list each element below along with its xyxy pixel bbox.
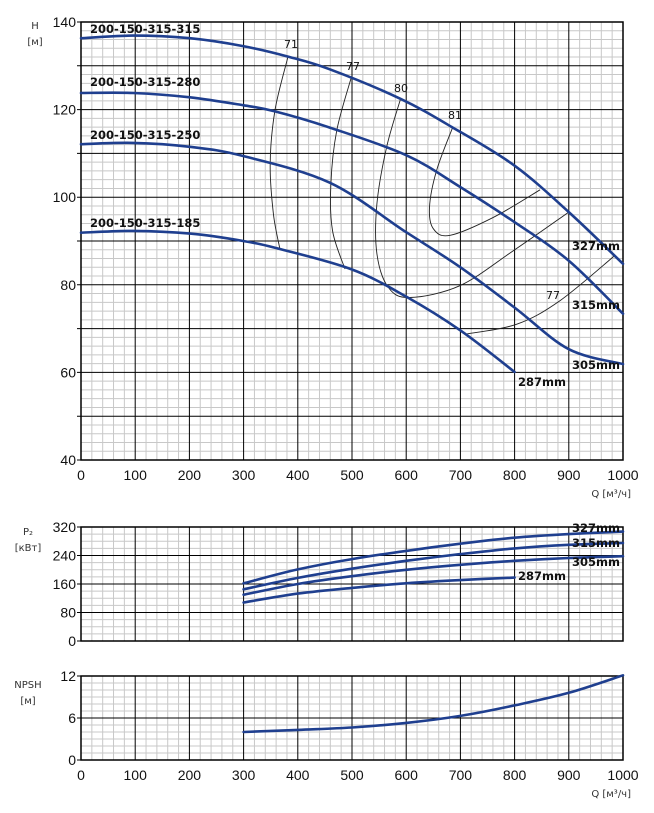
x-tick-label: 200 <box>178 767 202 783</box>
x-tick-label: 800 <box>503 467 527 483</box>
curve-model-label: 200-150-315-315 <box>90 22 200 36</box>
y-tick-label: 100 <box>53 189 77 205</box>
x-tick-label: 600 <box>395 467 419 483</box>
y-axis-label: [кВт] <box>15 543 42 554</box>
plot-frame <box>80 526 624 642</box>
efficiency-label: 77 <box>546 289 560 302</box>
x-tick-label: 1000 <box>607 467 638 483</box>
plot-frame <box>80 675 624 761</box>
y-tick-label: 140 <box>53 14 77 30</box>
x-tick-label: 300 <box>232 467 256 483</box>
y-tick-label: 12 <box>60 668 76 684</box>
x-tick-label: 0 <box>77 767 85 783</box>
x-axis-label: Q [м³/ч] <box>591 789 631 800</box>
y-tick-label: 320 <box>53 519 77 535</box>
efficiency-line-71 <box>269 56 289 249</box>
x-tick-label: 100 <box>124 467 148 483</box>
x-axis-label: Q [м³/ч] <box>591 489 631 500</box>
x-tick-label: 0 <box>77 467 85 483</box>
y-axis-label: [м] <box>20 696 35 707</box>
head-chart: 40 60 80 100 120 140 H [м] 0 100 200 300 400 500 600 70… <box>27 14 638 500</box>
x-tick-label: 500 <box>340 467 364 483</box>
y-tick-label: 60 <box>60 364 76 380</box>
curve-model-label: 200-150-315-250 <box>90 128 200 142</box>
y-tick-label: 6 <box>68 710 76 726</box>
impeller-diameter-label: 315mm <box>572 536 620 550</box>
curve-NPSH <box>242 674 625 734</box>
efficiency-line-81 <box>428 126 541 237</box>
x-tick-label: 1000 <box>607 767 638 783</box>
curve-200-150-315-250 <box>79 141 625 366</box>
efficiency-label: 77 <box>346 60 360 73</box>
curve-model-label: 200-150-315-280 <box>90 75 200 89</box>
x-tick-label: 100 <box>124 767 148 783</box>
curve-200-150-315-185 <box>79 229 516 374</box>
impeller-diameter-label: 287mm <box>518 375 566 389</box>
npsh-chart: 0 6 12 NPSH [м] 0 100 200 300 400 500 600 700 800 900 1… <box>14 668 638 800</box>
impeller-diameter-label: 327mm <box>572 521 620 535</box>
curve-327mm <box>242 530 625 585</box>
y-axis-label: NPSH <box>14 680 41 691</box>
efficiency-line-80 <box>375 99 570 298</box>
x-tick-label: 900 <box>557 767 581 783</box>
x-tick-label: 400 <box>286 467 310 483</box>
x-tick-label: 900 <box>557 467 581 483</box>
plot-frame <box>80 21 624 461</box>
impeller-diameter-label: 287mm <box>518 569 566 583</box>
y-tick-label: 120 <box>53 102 77 118</box>
curve-287mm <box>242 576 516 604</box>
curve-315mm <box>242 541 625 591</box>
x-tick-label: 700 <box>449 767 473 783</box>
x-tick-label: 400 <box>286 767 310 783</box>
x-tick-label: 500 <box>340 767 364 783</box>
y-axis-label: [м] <box>27 37 42 48</box>
curve-model-label: 200-150-315-185 <box>90 216 200 230</box>
y-tick-label: 0 <box>68 633 76 649</box>
y-tick-label: 0 <box>68 752 76 768</box>
efficiency-label: 80 <box>394 82 408 95</box>
y-tick-label: 40 <box>60 452 76 468</box>
impeller-diameter-label: 305mm <box>572 555 620 569</box>
y-tick-label: 80 <box>60 277 76 293</box>
efficiency-line-77 <box>466 255 616 335</box>
curve-305mm <box>242 554 625 596</box>
curve-200-150-315-315 <box>79 34 625 266</box>
y-axis-label: H <box>31 21 39 32</box>
efficiency-label: 81 <box>448 109 462 122</box>
curve-200-150-315-280 <box>79 91 625 315</box>
y-axis-label: P₂ <box>23 527 33 538</box>
impeller-diameter-label: 305mm <box>572 358 620 372</box>
efficiency-label: 71 <box>284 38 298 51</box>
x-tick-label: 700 <box>449 467 473 483</box>
impeller-diameter-label: 315mm <box>572 298 620 312</box>
x-tick-label: 300 <box>232 767 256 783</box>
impeller-diameter-label: 327mm <box>572 239 620 253</box>
x-tick-label: 200 <box>178 467 202 483</box>
y-tick-label: 80 <box>60 605 76 621</box>
x-tick-label: 800 <box>503 767 527 783</box>
x-tick-label: 600 <box>395 767 419 783</box>
y-tick-label: 160 <box>53 576 77 592</box>
y-tick-label: 240 <box>53 548 77 564</box>
